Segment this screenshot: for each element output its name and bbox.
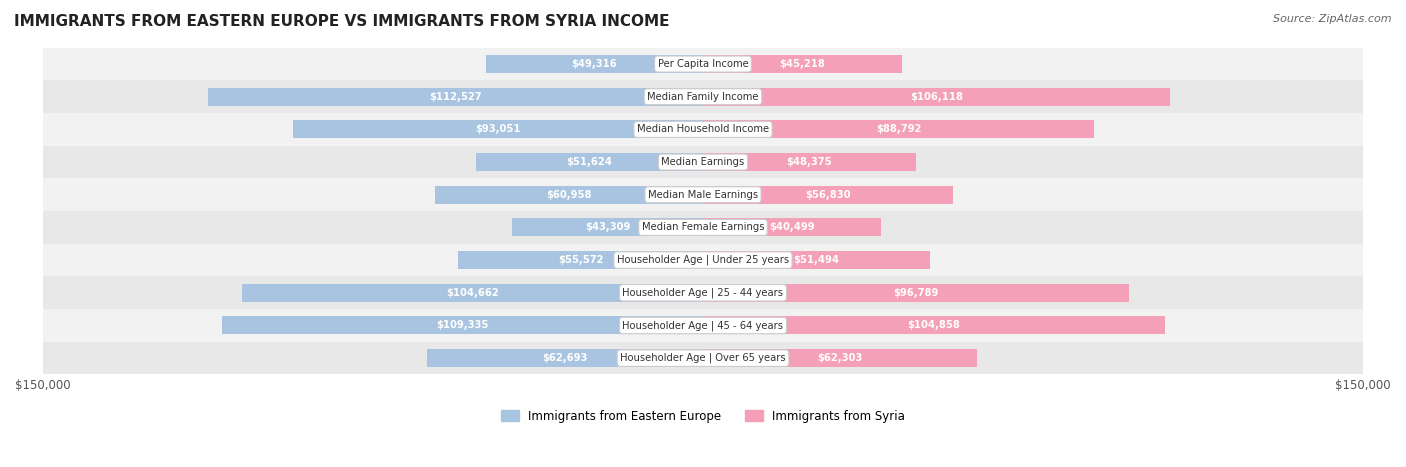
Bar — [42, 80, 1364, 113]
Bar — [42, 146, 1364, 178]
Text: $49,316: $49,316 — [572, 59, 617, 69]
Bar — [208, 88, 703, 106]
Text: $56,830: $56,830 — [806, 190, 851, 200]
Bar — [42, 276, 1364, 309]
Bar — [42, 342, 1364, 375]
Text: $51,624: $51,624 — [567, 157, 613, 167]
Text: Householder Age | 25 - 44 years: Householder Age | 25 - 44 years — [623, 288, 783, 298]
Text: Median Household Income: Median Household Income — [637, 124, 769, 134]
Bar — [512, 219, 703, 236]
Text: Median Family Income: Median Family Income — [647, 92, 759, 102]
Bar — [434, 186, 703, 204]
Text: Householder Age | Over 65 years: Householder Age | Over 65 years — [620, 353, 786, 363]
Text: $62,693: $62,693 — [543, 353, 588, 363]
Bar — [703, 219, 882, 236]
Text: IMMIGRANTS FROM EASTERN EUROPE VS IMMIGRANTS FROM SYRIA INCOME: IMMIGRANTS FROM EASTERN EUROPE VS IMMIGR… — [14, 14, 669, 29]
Bar — [703, 349, 977, 367]
Bar — [294, 120, 703, 138]
Bar — [703, 120, 1094, 138]
Text: $45,218: $45,218 — [779, 59, 825, 69]
Bar — [42, 48, 1364, 80]
Bar — [42, 244, 1364, 276]
Text: $43,309: $43,309 — [585, 222, 630, 233]
Text: $51,494: $51,494 — [793, 255, 839, 265]
Bar — [42, 309, 1364, 342]
Bar — [703, 317, 1164, 334]
Bar — [42, 113, 1364, 146]
Text: $112,527: $112,527 — [429, 92, 482, 102]
Text: Per Capita Income: Per Capita Income — [658, 59, 748, 69]
Text: Median Male Earnings: Median Male Earnings — [648, 190, 758, 200]
Text: $104,662: $104,662 — [446, 288, 499, 298]
Bar — [222, 317, 703, 334]
Bar — [703, 88, 1170, 106]
Bar — [427, 349, 703, 367]
Bar — [703, 153, 915, 171]
Bar — [703, 284, 1129, 302]
Text: $106,118: $106,118 — [910, 92, 963, 102]
Text: $60,958: $60,958 — [546, 190, 592, 200]
Text: $109,335: $109,335 — [436, 320, 488, 331]
Bar — [703, 251, 929, 269]
Bar — [703, 55, 903, 73]
Text: Median Earnings: Median Earnings — [661, 157, 745, 167]
Legend: Immigrants from Eastern Europe, Immigrants from Syria: Immigrants from Eastern Europe, Immigran… — [496, 405, 910, 427]
Text: $40,499: $40,499 — [769, 222, 815, 233]
Text: $48,375: $48,375 — [786, 157, 832, 167]
Text: $88,792: $88,792 — [876, 124, 921, 134]
Text: $93,051: $93,051 — [475, 124, 522, 134]
Bar — [703, 186, 953, 204]
Text: Householder Age | 45 - 64 years: Householder Age | 45 - 64 years — [623, 320, 783, 331]
Text: $96,789: $96,789 — [893, 288, 939, 298]
Bar — [458, 251, 703, 269]
Text: $55,572: $55,572 — [558, 255, 603, 265]
Bar — [486, 55, 703, 73]
Text: $104,858: $104,858 — [907, 320, 960, 331]
Text: $62,303: $62,303 — [817, 353, 863, 363]
Text: Median Female Earnings: Median Female Earnings — [641, 222, 765, 233]
Bar — [242, 284, 703, 302]
Bar — [42, 178, 1364, 211]
Text: Source: ZipAtlas.com: Source: ZipAtlas.com — [1274, 14, 1392, 24]
Bar — [475, 153, 703, 171]
Bar — [42, 211, 1364, 244]
Text: Householder Age | Under 25 years: Householder Age | Under 25 years — [617, 255, 789, 265]
